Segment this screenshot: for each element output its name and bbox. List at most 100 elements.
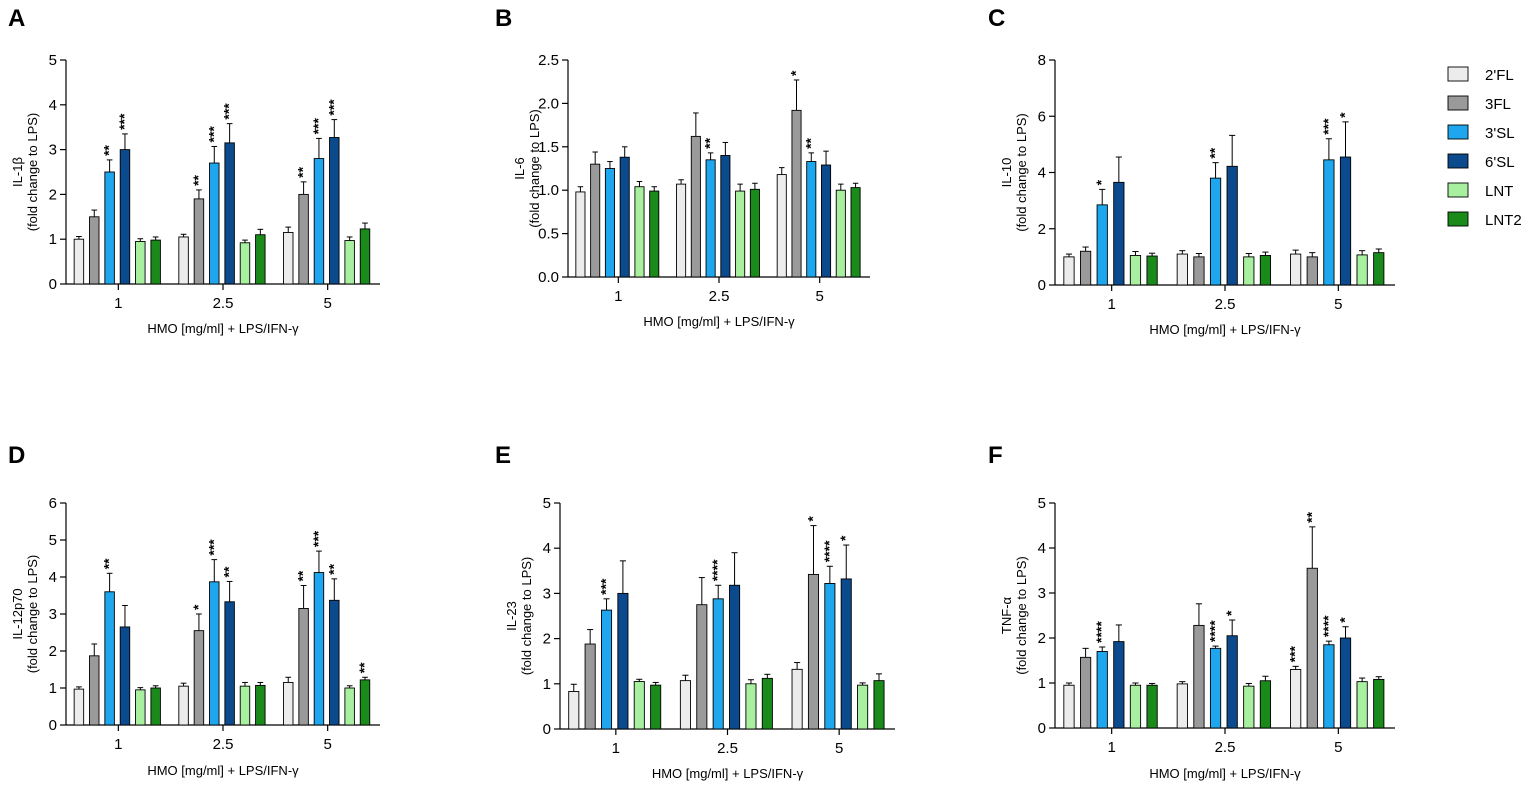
bar <box>329 137 340 285</box>
y-tick-label: 1.5 <box>538 139 559 156</box>
x-tick-label: 1 <box>1107 296 1115 313</box>
bar <box>298 608 309 726</box>
x-tick-label: 5 <box>835 740 843 757</box>
bar <box>1146 255 1158 286</box>
bar <box>1243 256 1255 286</box>
bar <box>617 592 629 730</box>
x-tick-label: 2.5 <box>717 740 738 757</box>
bar <box>1209 647 1222 729</box>
x-tick-label: 5 <box>1334 739 1342 756</box>
bar <box>359 228 371 285</box>
significance-label: ** <box>702 137 718 148</box>
significance-label: **** <box>1320 615 1336 637</box>
bar <box>1339 156 1352 286</box>
bar <box>1373 252 1385 286</box>
bar <box>1113 181 1125 286</box>
bar <box>1063 256 1075 286</box>
y-tick-label: 0.5 <box>538 226 559 243</box>
significance-label: *** <box>1320 118 1336 135</box>
bar <box>344 687 355 726</box>
bar <box>619 156 630 278</box>
bar <box>359 679 371 726</box>
x-tick-label: 2.5 <box>1215 739 1236 756</box>
bar <box>1079 250 1092 286</box>
bar <box>696 604 708 730</box>
legend-item: 3FL <box>1447 95 1511 113</box>
significance-label: *** <box>598 578 614 595</box>
bar <box>1063 684 1075 729</box>
bar <box>1323 644 1335 729</box>
panel-letter: B <box>495 5 512 32</box>
bar <box>690 135 701 278</box>
legend-label: 2'FL <box>1485 67 1514 84</box>
bar <box>1306 256 1318 286</box>
bar <box>712 598 724 730</box>
significance-label: ** <box>1207 147 1223 158</box>
bar <box>313 572 325 726</box>
legend: 2'FL 3FL 3'SL 6'SL LNT LNT2 <box>1447 66 1522 229</box>
bar <box>1290 669 1302 729</box>
significance-label: *** <box>1287 645 1303 662</box>
bar <box>1243 685 1255 729</box>
bar <box>1226 635 1238 729</box>
bar <box>1176 253 1188 286</box>
significance-label: *** <box>221 103 237 120</box>
bar <box>1096 204 1108 286</box>
bar <box>807 573 820 730</box>
bar <box>824 583 836 730</box>
y-tick-label: 2 <box>1038 630 1046 647</box>
x-axis-label: HMO [mg/ml] + LPS/IFN-γ <box>147 763 299 778</box>
x-tick-label: 5 <box>323 736 331 753</box>
bar <box>634 186 645 278</box>
bar <box>584 643 596 730</box>
bar <box>224 601 235 726</box>
bar <box>850 187 861 278</box>
significance-label: ** <box>221 566 237 577</box>
y-tick-label: 4 <box>1038 540 1046 557</box>
y-tick-label: 3 <box>1038 585 1046 602</box>
bar <box>745 683 757 730</box>
y-tick-label: 5 <box>543 495 551 512</box>
bar <box>119 149 131 285</box>
significance-label: ** <box>101 144 117 155</box>
legend-swatch <box>1447 95 1469 111</box>
panel-letter: E <box>495 442 511 469</box>
x-axis-label: HMO [mg/ml] + LPS/IFN-γ <box>643 314 795 329</box>
x-tick-label: 1 <box>114 295 122 312</box>
bar <box>1113 641 1125 729</box>
y-tick-label: 4 <box>543 540 551 557</box>
x-tick-label: 1 <box>1107 739 1115 756</box>
bar <box>749 188 760 278</box>
legend-item: LNT2 <box>1447 211 1522 229</box>
y-tick-label: 1.0 <box>538 182 559 199</box>
bar <box>720 155 731 278</box>
bar <box>1259 255 1272 286</box>
bar <box>344 240 355 285</box>
bar <box>676 183 687 278</box>
significance-label: **** <box>821 540 837 562</box>
x-axis-label: HMO [mg/ml] + LPS/IFN-γ <box>147 321 299 336</box>
panel-D: D 0 1 2 3 4 5 6 IL-12p70 (fold change to LPS) 1 ** 2… <box>8 442 380 778</box>
bar <box>575 191 586 278</box>
significance-label: *** <box>325 99 341 116</box>
y-axis-label: IL-1β <box>10 157 25 187</box>
bar <box>1193 624 1205 729</box>
bar <box>568 691 580 730</box>
y-axis-label: IL-6 <box>512 157 527 179</box>
y-tick-label: 1 <box>49 680 57 697</box>
y-tick-label: 0 <box>543 721 551 738</box>
x-tick-label: 5 <box>815 288 823 305</box>
y-tick-label: 3 <box>543 585 551 602</box>
legend-item: 3'SL <box>1447 124 1515 142</box>
bar <box>761 677 773 730</box>
significance-label: **** <box>1207 620 1223 642</box>
significance-label: * <box>837 535 853 541</box>
bar <box>73 688 85 726</box>
x-tick-label: 5 <box>323 295 331 312</box>
bar <box>1079 656 1092 729</box>
significance-label: * <box>1337 112 1353 118</box>
bar <box>209 581 220 726</box>
bar <box>193 630 205 726</box>
significance-label: ** <box>325 563 341 574</box>
